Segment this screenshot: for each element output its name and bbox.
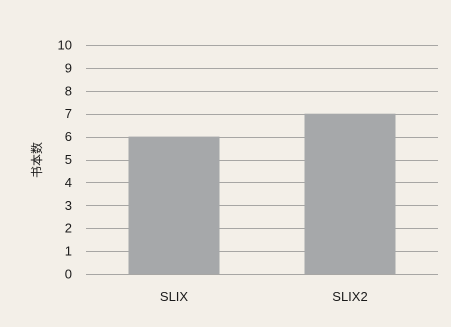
y-tick-label: 3 xyxy=(65,198,72,213)
y-axis-title: 书本数 xyxy=(29,142,44,178)
x-category-labels: SLIX SLIX2 xyxy=(160,289,368,304)
y-tick-label: 6 xyxy=(65,129,72,144)
y-tick-label: 2 xyxy=(65,221,72,236)
bars xyxy=(128,113,396,274)
x-category-label: SLIX xyxy=(160,289,189,304)
y-tick-label: 10 xyxy=(58,38,72,53)
y-tick-label: 1 xyxy=(65,244,72,259)
y-tick-label: 4 xyxy=(65,175,72,190)
y-tick-label: 7 xyxy=(65,106,72,121)
y-tick-label: 0 xyxy=(65,267,72,282)
y-tick-label: 8 xyxy=(65,83,72,98)
y-tick-label: 9 xyxy=(65,60,72,75)
y-tick-labels: 0 1 2 3 4 5 6 7 8 9 10 xyxy=(58,38,72,282)
x-category-label: SLIX2 xyxy=(332,289,367,304)
bar-slix xyxy=(128,136,220,274)
bar-slix2 xyxy=(304,113,396,274)
y-tick-label: 5 xyxy=(65,152,72,167)
